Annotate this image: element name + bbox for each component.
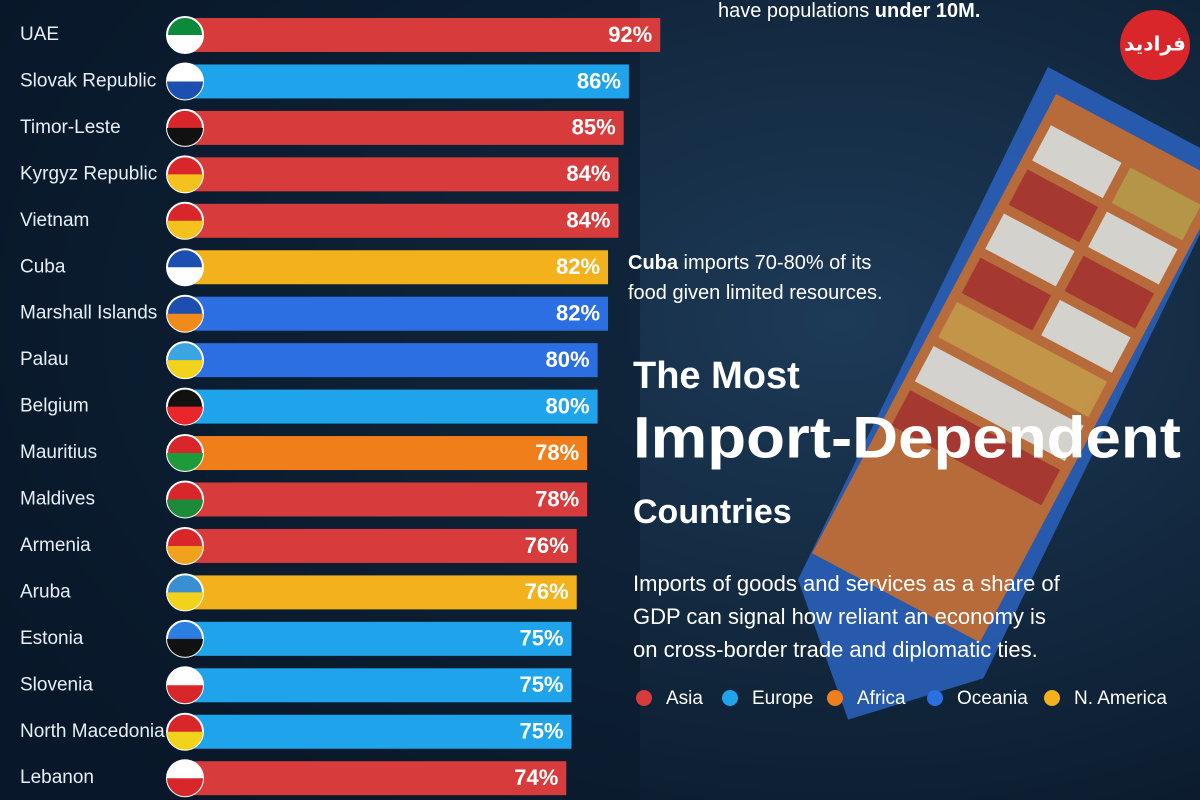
bar	[180, 110, 624, 145]
annotation-part: have populations	[718, 0, 875, 22]
bar	[180, 575, 577, 610]
flag-part	[167, 453, 203, 472]
annotation-part: Cuba	[628, 252, 679, 274]
flag-part	[167, 406, 203, 425]
category-label: UAE	[20, 24, 59, 45]
flag-part	[167, 685, 203, 704]
title-line: Import-Dependent	[633, 405, 1181, 470]
flag-part	[167, 81, 203, 100]
category-label: Vietnam	[20, 210, 89, 231]
category-label: Lebanon	[20, 767, 94, 788]
value-label: 84%	[566, 208, 610, 233]
title-line: Countries	[633, 493, 792, 531]
bar	[180, 714, 572, 749]
category-label: Marshall Islands	[20, 303, 157, 324]
flag-part	[167, 638, 203, 657]
value-label: 85%	[572, 115, 616, 140]
bar	[180, 761, 567, 796]
flag-part	[167, 778, 203, 797]
flag-part	[167, 360, 203, 379]
bar	[180, 250, 609, 285]
legend-label: Europe	[752, 688, 813, 709]
category-label: Aruba	[20, 581, 71, 602]
annotation-part: food given limited resources.	[628, 282, 883, 304]
category-label: Maldives	[20, 489, 95, 510]
bar	[180, 436, 588, 471]
value-label: 76%	[525, 579, 569, 604]
bar	[180, 157, 619, 192]
bar	[180, 668, 572, 703]
legend-swatch	[1044, 690, 1060, 706]
flag-part	[167, 174, 203, 193]
flag-part	[167, 545, 203, 564]
category-label: Palau	[20, 349, 69, 370]
legend-label: Oceania	[957, 688, 1028, 709]
value-label: 75%	[519, 626, 563, 651]
category-label: Estonia	[20, 628, 84, 649]
watermark-badge	[1120, 10, 1190, 80]
annotation: Cuba imports 70-80% of its	[628, 252, 871, 274]
title-line: The Most	[633, 355, 800, 397]
flag-part	[167, 313, 203, 332]
value-label: 80%	[546, 393, 590, 418]
bar	[180, 203, 619, 238]
bar	[180, 296, 609, 331]
flag-part	[167, 267, 203, 286]
legend-label: Africa	[857, 688, 906, 709]
category-label: Kyrgyz Republic	[20, 163, 157, 184]
legend-label: Asia	[666, 688, 703, 709]
category-label: Slovak Republic	[20, 70, 156, 91]
value-label: 78%	[535, 440, 579, 465]
subtitle-line: on cross-border trade and diplomatic tie…	[633, 637, 1038, 662]
subtitle-line: Imports of goods and services as a share…	[633, 571, 1061, 596]
legend-swatch	[722, 690, 738, 706]
bar	[180, 482, 588, 517]
annotation: food given limited resources.	[628, 282, 883, 304]
value-label: 80%	[546, 347, 590, 372]
bar	[180, 18, 661, 52]
subtitle-line: GDP can signal how reliant an economy is	[633, 604, 1046, 629]
flag-part	[167, 592, 203, 611]
flag-part	[167, 35, 203, 53]
legend-label: N. America	[1074, 688, 1167, 709]
value-label: 78%	[535, 486, 579, 511]
category-label: Armenia	[20, 535, 91, 556]
annotation-part: imports 70-80% of its	[678, 252, 871, 274]
annotation: have populations under 10M.	[718, 0, 980, 22]
legend-swatch	[827, 690, 843, 706]
flag-part	[167, 127, 203, 146]
flag-part	[167, 731, 203, 750]
legend-swatch	[927, 690, 943, 706]
annotation-part: under 10M.	[875, 0, 981, 22]
category-label: Belgium	[20, 396, 89, 417]
flag-part	[167, 499, 203, 518]
value-label: 82%	[556, 301, 600, 326]
legend-swatch	[636, 690, 652, 706]
ship	[797, 67, 1200, 720]
value-label: 86%	[577, 68, 621, 93]
category-label: North Macedonia	[20, 721, 165, 742]
watermark: فرادید	[1124, 32, 1186, 56]
value-label: 76%	[525, 533, 569, 558]
bar	[180, 528, 577, 563]
bar	[180, 389, 598, 424]
value-label: 82%	[556, 254, 600, 279]
value-label: 92%	[608, 22, 652, 47]
flag-part	[167, 220, 203, 239]
bar	[180, 64, 629, 99]
category-label: Timor-Leste	[20, 117, 121, 138]
bar	[180, 621, 572, 656]
value-label: 75%	[519, 672, 563, 697]
value-label: 75%	[519, 719, 563, 744]
category-label: Cuba	[20, 256, 66, 277]
value-label: 74%	[514, 765, 558, 790]
category-label: Mauritius	[20, 442, 97, 463]
value-label: 84%	[566, 161, 610, 186]
category-label: Slovenia	[20, 674, 93, 695]
bar	[180, 343, 598, 378]
